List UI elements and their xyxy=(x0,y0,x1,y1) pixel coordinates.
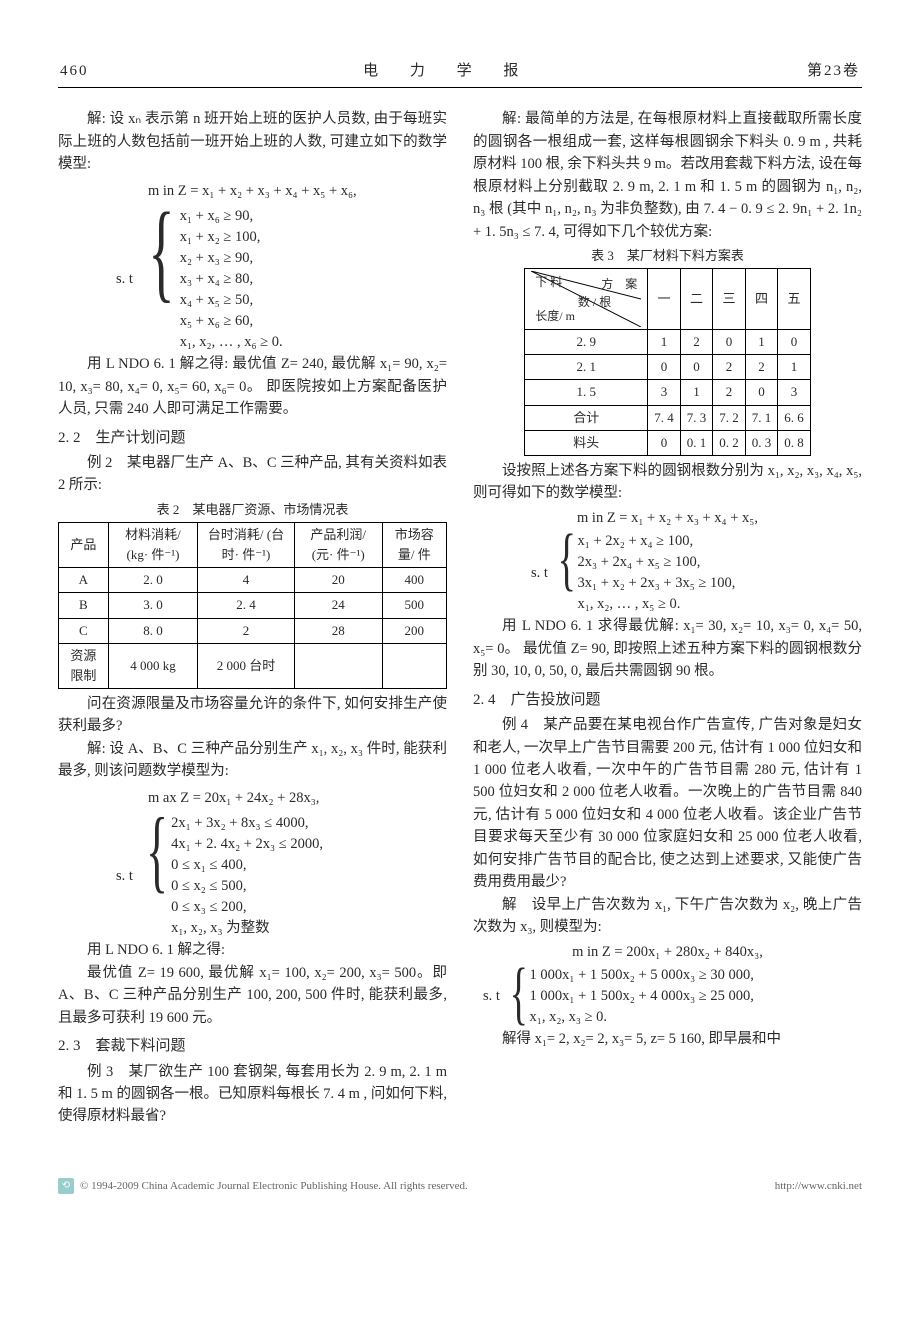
equation: m in Z = 200x₁ + 280x₂ + 840x₃, xyxy=(473,941,862,963)
constraint-lines: x₁ + x₆ ≥ 90, x₁ + x₂ ≥ 100, x₂ + x₃ ≥ 9… xyxy=(180,206,283,353)
table-header: 三 xyxy=(713,269,746,330)
paragraph: 解: 设 xₙ 表示第 n 班开始上班的医护人员数, 由于每班实际上班的人数包括… xyxy=(58,108,447,175)
table-caption: 表 3 某厂材料下料方案表 xyxy=(473,246,862,266)
paragraph: 问在资源限量及市场容量允许的条件下, 如何安排生产使获利最多? xyxy=(58,693,447,738)
constraint: x₃ + x₄ ≥ 80, xyxy=(180,269,283,290)
paragraph: 解: 最简单的方法是, 在每根原材料上直接截取所需长度的圆钢各一根组成一套, 这… xyxy=(473,108,862,243)
brace-icon: { xyxy=(148,206,174,353)
constraint: x₁, x₂, x₃ 为整数 xyxy=(171,918,323,939)
section-heading: 2. 2 生产计划问题 xyxy=(58,427,447,450)
constraint-block: s. t { 2x₁ + 3x₂ + 8x₃ ≤ 4000, 4x₁ + 2. … xyxy=(116,813,447,939)
subject-to: s. t xyxy=(483,985,500,1007)
page-number: 460 xyxy=(60,60,89,83)
left-column: 解: 设 xₙ 表示第 n 班开始上班的医护人员数, 由于每班实际上班的人数包括… xyxy=(58,108,447,1128)
table-header-diag: 下 料 方 案 数 / 根 长度/ m xyxy=(525,269,648,330)
table-header: 一 xyxy=(648,269,681,330)
page: 460 电 力 学 报 第23卷 解: 设 xₙ 表示第 n 班开始上班的医护人… xyxy=(0,0,920,1158)
table-row: 2. 100221 xyxy=(525,355,811,380)
table-row: 产品 材料消耗/ (kg· 件⁻¹) 台时消耗/ (台时· 件⁻¹) 产品利润/… xyxy=(59,522,447,567)
table-header: 产品利润/ (元· 件⁻¹) xyxy=(294,522,382,567)
paragraph: 设按照上述各方案下料的圆钢根数分别为 x₁, x₂, x₃, x₄, x₅, 则… xyxy=(473,460,862,505)
constraint: x₁ + x₂ ≥ 100, xyxy=(180,227,283,248)
constraint: x₄ + x₅ ≥ 50, xyxy=(180,290,283,311)
table-row: A2. 0420400 xyxy=(59,568,447,593)
constraint-lines: 1 000x₁ + 1 500x₂ + 5 000x₃ ≥ 30 000, 1 … xyxy=(530,965,754,1028)
page-footer: ⟲© 1994-2009 China Academic Journal Elec… xyxy=(0,1158,920,1205)
footer-icon: ⟲ xyxy=(58,1178,74,1194)
paragraph: 解得 x₁= 2, x₂= 2, x₃= 5, z= 5 160, 即早晨和中 xyxy=(473,1028,862,1050)
brace-icon: { xyxy=(146,813,168,939)
paragraph: 例 2 某电器厂生产 A、B、C 三种产品, 其有关资料如表 2 所示: xyxy=(58,452,447,497)
constraint: 4x₁ + 2. 4x₂ + 2x₃ ≤ 2000, xyxy=(171,834,323,855)
constraint: 1 000x₁ + 1 500x₂ + 5 000x₃ ≥ 30 000, xyxy=(530,965,754,986)
constraint: 1 000x₁ + 1 500x₂ + 4 000x₃ ≥ 25 000, xyxy=(530,986,754,1007)
paragraph: 解: 设 A、B、C 三种产品分别生产 x₁, x₂, x₃ 件时, 能获利最多… xyxy=(58,738,447,783)
constraint: x₁ + x₆ ≥ 90, xyxy=(180,206,283,227)
table-row: 下 料 方 案 数 / 根 长度/ m 一 二 三 四 五 xyxy=(525,269,811,330)
paragraph: 用 L NDO 6. 1 解之得: 最优值 Z= 240, 最优解 x₁= 90… xyxy=(58,353,447,420)
constraint: x₁, x₂, … , x₅ ≥ 0. xyxy=(578,594,736,615)
subject-to: s. t xyxy=(531,562,548,584)
constraint: x₂ + x₃ ≥ 90, xyxy=(180,248,283,269)
table-row: 资源限制4 000 kg2 000 台时 xyxy=(59,643,447,688)
paragraph: 例 3 某厂欲生产 100 套钢架, 每套用长为 2. 9 m, 2. 1 m … xyxy=(58,1061,447,1128)
table-row: C8. 0228200 xyxy=(59,618,447,643)
constraint: 0 ≤ x₃ ≤ 200, xyxy=(171,897,323,918)
table-row: 合计7. 47. 37. 27. 16. 6 xyxy=(525,405,811,430)
footer-left: ⟲© 1994-2009 China Academic Journal Elec… xyxy=(58,1178,468,1195)
equation: m ax Z = 20x₁ + 24x₂ + 28x₃, xyxy=(148,787,447,809)
subject-to: s. t xyxy=(116,268,133,290)
right-column: 解: 最简单的方法是, 在每根原材料上直接截取所需长度的圆钢各一根组成一套, 这… xyxy=(473,108,862,1128)
journal-title: 电 力 学 报 xyxy=(363,60,532,83)
equation: m in Z = x₁ + x₂ + x₃ + x₄ + x₅ + x₆, xyxy=(148,180,447,202)
constraint-block: s. t { x₁ + x₆ ≥ 90, x₁ + x₂ ≥ 100, x₂ +… xyxy=(116,206,447,353)
table-header: 材料消耗/ (kg· 件⁻¹) xyxy=(108,522,198,567)
table-row: 料头00. 10. 20. 30. 8 xyxy=(525,430,811,455)
column-container: 解: 设 xₙ 表示第 n 班开始上班的医护人员数, 由于每班实际上班的人数包括… xyxy=(58,108,862,1128)
table-row: 2. 912010 xyxy=(525,330,811,355)
table-header: 台时消耗/ (台时· 件⁻¹) xyxy=(198,522,295,567)
table-row: B3. 02. 424500 xyxy=(59,593,447,618)
table-caption: 表 2 某电器厂资源、市场情况表 xyxy=(58,500,447,520)
paragraph: 用 L NDO 6. 1 解之得: xyxy=(58,939,447,961)
constraint: x₁ + 2x₂ + x₄ ≥ 100, xyxy=(578,531,736,552)
paragraph: 例 4 某产品要在某电视台作广告宣传, 广告对象是妇女和老人, 一次早上广告节目… xyxy=(473,714,862,894)
table-3: 下 料 方 案 数 / 根 长度/ m 一 二 三 四 五 2. 912010 … xyxy=(524,268,811,456)
section-heading: 2. 4 广告投放问题 xyxy=(473,689,862,712)
table-header: 二 xyxy=(680,269,713,330)
section-heading: 2. 3 套裁下料问题 xyxy=(58,1035,447,1058)
paragraph: 最优值 Z= 19 600, 最优解 x₁= 100, x₂= 200, x₃=… xyxy=(58,962,447,1029)
constraint-block: s. t { x₁ + 2x₂ + x₄ ≥ 100, 2x₃ + 2x₄ + … xyxy=(531,531,862,615)
constraint: 0 ≤ x₂ ≤ 500, xyxy=(171,876,323,897)
table-header: 四 xyxy=(745,269,778,330)
volume: 第23卷 xyxy=(807,60,860,83)
diagonal-cell: 下 料 方 案 数 / 根 长度/ m xyxy=(531,271,641,327)
table-header: 五 xyxy=(778,269,811,330)
constraint: 2x₃ + 2x₄ + x₅ ≥ 100, xyxy=(578,552,736,573)
constraint: x₅ + x₆ ≥ 60, xyxy=(180,311,283,332)
paragraph: 解 设早上广告次数为 x₁, 下午广告次数为 x₂, 晚上广告次数为 x₃, 则… xyxy=(473,894,862,939)
constraint: x₁, x₂, … , x₆ ≥ 0. xyxy=(180,332,283,353)
constraint: 2x₁ + 3x₂ + 8x₃ ≤ 4000, xyxy=(171,813,323,834)
constraint: 0 ≤ x₁ ≤ 400, xyxy=(171,855,323,876)
equation: m in Z = x₁ + x₂ + x₃ + x₄ + x₅, xyxy=(473,507,862,529)
page-header: 460 电 力 学 报 第23卷 xyxy=(58,60,862,88)
table-2: 产品 材料消耗/ (kg· 件⁻¹) 台时消耗/ (台时· 件⁻¹) 产品利润/… xyxy=(58,522,447,689)
constraint-block: s. t { 1 000x₁ + 1 500x₂ + 5 000x₃ ≥ 30 … xyxy=(483,965,862,1028)
paragraph: 用 L NDO 6. 1 求得最优解: x₁= 30, x₂= 10, x₃= … xyxy=(473,615,862,682)
constraint: 3x₁ + x₂ + 2x₃ + 3x₅ ≥ 100, xyxy=(578,573,736,594)
table-header: 产品 xyxy=(59,522,109,567)
table-header: 市场容量/ 件 xyxy=(382,522,446,567)
table-row: 1. 531203 xyxy=(525,380,811,405)
constraint-lines: 2x₁ + 3x₂ + 8x₃ ≤ 4000, 4x₁ + 2. 4x₂ + 2… xyxy=(171,813,323,939)
constraint-lines: x₁ + 2x₂ + x₄ ≥ 100, 2x₃ + 2x₄ + x₅ ≥ 10… xyxy=(578,531,736,615)
brace-icon: { xyxy=(509,965,527,1028)
brace-icon: { xyxy=(557,531,575,615)
subject-to: s. t xyxy=(116,865,133,887)
constraint: x₁, x₂, x₃ ≥ 0. xyxy=(530,1007,754,1028)
footer-right: http://www.cnki.net xyxy=(775,1178,862,1195)
